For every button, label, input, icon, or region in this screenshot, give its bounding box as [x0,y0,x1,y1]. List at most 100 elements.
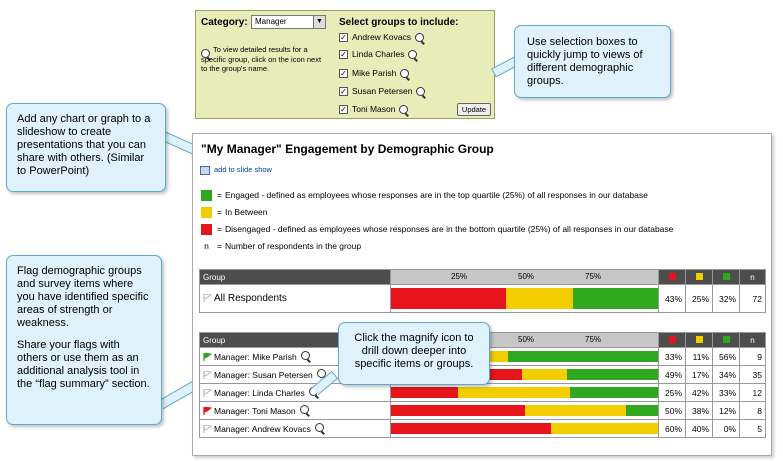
group-option-toni-mason[interactable]: ✓ Toni Mason [339,103,409,115]
bar-green [569,387,658,398]
callout-magnify: Click the magnify icon to drill down dee… [338,322,490,385]
magnify-icon[interactable] [408,49,418,59]
checkbox-checked-icon[interactable]: ✓ [339,49,348,59]
checkbox-checked-icon[interactable]: ✓ [339,86,348,96]
col-group: Group [199,269,391,285]
flag-outline-icon[interactable] [203,389,212,397]
pct-green: 34% [712,365,740,384]
row-label: Manager: Linda Charles [199,383,391,402]
bar-yellow [457,387,570,398]
n-value: 8 [739,401,766,420]
tick-25: 25% [451,272,468,281]
legend-swatch-green [201,189,212,201]
pct-yellow: 40% [685,419,713,438]
flag-outline-icon[interactable] [203,425,212,433]
bar-green [567,369,658,380]
bar-cell [390,284,659,313]
legend-n-symbol: n [204,241,209,251]
group-option-andrew-kovacs[interactable]: ✓ Andrew Kovacs [339,31,425,43]
row-label-text: Manager: Mike Parish [214,352,297,362]
pct-red: 25% [658,383,686,402]
legend-text: In Between [224,207,268,217]
row-label-text: Manager: Toni Mason [214,406,296,416]
bar-cell [390,419,659,438]
pct-red: 33% [658,347,686,366]
magnify-icon[interactable] [300,351,310,360]
col-yellow [685,269,713,285]
report-title: "My Manager" Engagement by Demographic G… [201,142,494,156]
col-yellow [685,332,713,348]
n-value: 72 [739,284,766,313]
add-to-slideshow-link[interactable]: add to slide show [214,165,272,174]
bar-yellow [524,405,626,416]
magnify-icon[interactable] [400,68,410,78]
legend-text: Engaged - defined as employees whose res… [224,190,648,200]
magnify-icon [201,45,210,63]
magnify-icon[interactable] [299,405,309,414]
bar-yellow [479,351,509,362]
callout-flags-text-2: Share your flags with others or use them… [17,339,150,390]
row-label-text: All Respondents [214,293,287,304]
flag-green-icon[interactable] [203,353,212,361]
pct-green: 0% [712,419,740,438]
report-panel: "My Manager" Engagement by Demographic G… [192,133,772,456]
bar-red [391,405,525,416]
checkbox-checked-icon[interactable]: ✓ [339,104,348,114]
chevron-down-icon[interactable]: ▼ [313,16,325,28]
row-label: All Respondents [199,284,391,313]
legend-text: Disengaged - defined as employees whose … [224,224,674,234]
pct-yellow: 17% [685,365,713,384]
yellow-square-icon [695,335,703,343]
col-green [712,332,740,348]
col-green [712,269,740,285]
magnify-icon[interactable] [316,369,326,378]
legend-engaged: = Engaged - defined as employees whose r… [201,189,648,201]
group-selection-panel: Category: Manager ▼ To view detailed res… [195,10,495,119]
magnify-icon[interactable] [314,423,324,432]
legend-text: Number of respondents in the group [224,241,362,251]
tick-50: 50% [518,335,535,344]
bar-yellow [551,423,658,434]
group-option-label: Toni Mason [352,103,396,114]
n-value: 12 [739,383,766,402]
slideshow-icon[interactable] [200,166,210,175]
col-red [658,332,686,348]
bar-green [625,405,658,416]
legend-eq: = [217,207,222,217]
pct-green: 12% [712,401,740,420]
table-header: Group 25% 50% 75% n [199,269,766,285]
bar-green [572,288,658,309]
bar-yellow [521,369,568,380]
pct-yellow: 11% [685,347,713,366]
bar-red [391,387,458,398]
category-select-value: Manager [255,17,287,26]
checkbox-checked-icon[interactable]: ✓ [339,68,348,78]
flag-outline-icon[interactable] [203,371,212,379]
group-option-susan-petersen[interactable]: ✓ Susan Petersen [339,85,426,97]
group-option-mike-parish[interactable]: ✓ Mike Parish [339,67,410,79]
pct-red: 43% [658,284,686,313]
bar-cell [390,383,659,402]
table-row: Manager: Linda Charles 25% 42% 33% 12 [199,383,766,402]
callout-flags-text-1: Flag demographic groups and survey items… [17,265,149,329]
flag-red-icon[interactable] [203,407,212,415]
pct-red: 60% [658,419,686,438]
update-button[interactable]: Update [457,103,491,116]
flag-outline-icon[interactable] [203,294,212,302]
yellow-square-icon [695,272,703,280]
legend-swatch-yellow [201,206,212,218]
magnify-icon[interactable] [416,86,426,96]
pct-red: 50% [658,401,686,420]
magnify-icon[interactable] [399,104,409,114]
red-square-icon [668,335,676,343]
all-respondents-table: Group 25% 50% 75% n All Respondents [199,269,766,313]
magnify-icon[interactable] [415,32,425,42]
legend-in-between: = In Between [201,206,268,218]
col-scale: 25% 50% 75% [390,269,659,285]
pct-yellow: 38% [685,401,713,420]
col-n: n [739,269,766,285]
checkbox-checked-icon[interactable]: ✓ [339,32,348,42]
group-option-linda-charles[interactable]: ✓ Linda Charles [339,48,418,60]
category-select[interactable]: Manager ▼ [251,15,326,29]
